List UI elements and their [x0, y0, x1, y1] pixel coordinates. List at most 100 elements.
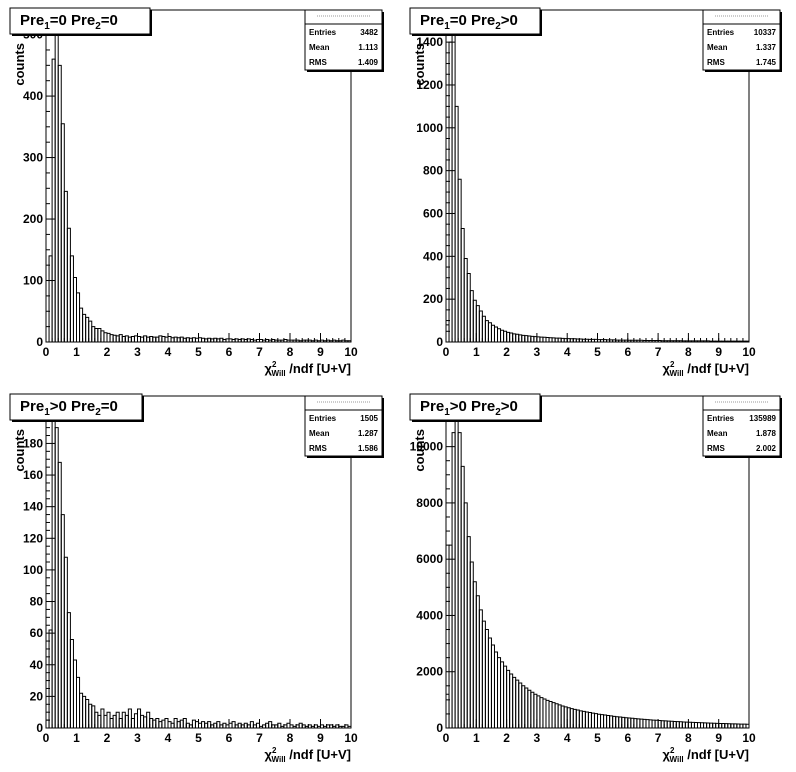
x-tick-label: 2 — [503, 345, 510, 359]
panel-title: Pre1=0 Pre2=0 — [20, 12, 118, 32]
stats-rms-value: 1.409 — [358, 58, 379, 67]
y-tick-label: 200 — [423, 292, 443, 306]
y-tick-label: 1200 — [416, 78, 443, 92]
stats-rms-label: RMS — [309, 444, 327, 453]
stats-rms-label: RMS — [707, 58, 725, 67]
y-tick-label: 0 — [36, 335, 43, 349]
x-tick-label: 0 — [443, 345, 450, 359]
x-tick-label: 0 — [43, 345, 50, 359]
y-axis-title: counts — [12, 429, 27, 472]
stats-mean-value: 1.337 — [756, 43, 777, 52]
x-axis-title: χ2 Will /ndf [U+V] — [663, 746, 749, 764]
histogram-panel-3: 012345678910020406080100120140160180200c… — [9, 393, 384, 764]
stats-entries-label: Entries — [707, 414, 735, 423]
x-tick-label: 3 — [534, 345, 541, 359]
y-tick-label: 180 — [23, 436, 43, 450]
x-axis-title: χ2 Will /ndf [U+V] — [265, 360, 351, 378]
plot-frame — [445, 9, 750, 343]
stats-rms-value: 2.002 — [756, 444, 777, 453]
y-tick-label: 0 — [436, 335, 443, 349]
x-tick-label: 1 — [73, 731, 80, 745]
panel-title: Pre1>0 Pre2=0 — [20, 398, 118, 418]
stats-rms-value: 1.745 — [756, 58, 777, 67]
y-tick-label: 800 — [423, 164, 443, 178]
x-tick-label: 3 — [534, 731, 541, 745]
x-tick-label: 6 — [624, 731, 631, 745]
stats-mean-value: 1.878 — [756, 429, 777, 438]
y-tick-label: 10000 — [410, 440, 444, 454]
y-tick-label: 0 — [436, 721, 443, 735]
panel-title: Pre1>0 Pre2>0 — [420, 398, 518, 418]
x-tick-label: 5 — [195, 731, 202, 745]
y-tick-label: 400 — [23, 89, 43, 103]
y-tick-label: 100 — [23, 274, 43, 288]
stats-mean-label: Mean — [707, 429, 728, 438]
y-tick-label: 1000 — [416, 121, 443, 135]
y-tick-label: 8000 — [416, 496, 443, 510]
y-tick-label: 4000 — [416, 608, 443, 622]
x-tick-label: 7 — [256, 731, 263, 745]
x-tick-label: 6 — [226, 345, 233, 359]
x-tick-label: 4 — [564, 345, 571, 359]
y-axis-title: counts — [412, 43, 427, 86]
stats-rms-label: RMS — [707, 444, 725, 453]
x-tick-label: 3 — [134, 731, 141, 745]
stats-entries-label: Entries — [707, 28, 735, 37]
title-box — [9, 393, 143, 421]
stats-rms-value: 1.586 — [358, 444, 379, 453]
x-tick-label: 10 — [742, 345, 756, 359]
x-tick-label: 9 — [715, 345, 722, 359]
x-tick-label: 0 — [43, 731, 50, 745]
x-tick-label: 2 — [503, 731, 510, 745]
x-tick-label: 10 — [742, 731, 756, 745]
x-tick-label: 7 — [655, 345, 662, 359]
x-tick-label: 8 — [287, 731, 294, 745]
x-tick-label: 4 — [165, 345, 172, 359]
x-tick-label: 10 — [344, 731, 358, 745]
title-box — [9, 7, 151, 35]
y-tick-label: 400 — [423, 249, 443, 263]
y-tick-label: 40 — [30, 658, 44, 672]
y-tick-label: 20 — [30, 689, 44, 703]
x-tick-label: 2 — [104, 731, 111, 745]
stats-entries-value: 10337 — [754, 28, 777, 37]
stats-entries-label: Entries — [309, 28, 337, 37]
histogram-panel-1: 0123456789100100200300400500countsχ2Will… — [9, 7, 384, 378]
stats-entries-label: Entries — [309, 414, 337, 423]
x-tick-label: 9 — [317, 345, 324, 359]
y-tick-label: 300 — [23, 151, 43, 165]
panel-title: Pre1=0 Pre2>0 — [420, 12, 518, 32]
stats-mean-value: 1.113 — [358, 43, 378, 52]
stats-mean-label: Mean — [309, 429, 330, 438]
histogram-panel-4: 0 1 2 3 4 5 6 7 8 9 10 0 2000 4000 6000 8000 10000counts… — [409, 393, 782, 764]
x-tick-label: 1 — [73, 345, 80, 359]
title-box — [409, 7, 541, 35]
x-tick-label: 7 — [256, 345, 263, 359]
x-tick-label: 3 — [134, 345, 141, 359]
stats-entries-value: 1505 — [360, 414, 378, 423]
x-axis-title: χ2 Will /ndf [U+V] — [663, 360, 749, 378]
x-tick-label: 7 — [655, 731, 662, 745]
x-tick-label: 10 — [344, 345, 358, 359]
stats-box — [304, 395, 383, 457]
stats-mean-label: Mean — [309, 43, 330, 52]
y-axis-title: counts — [412, 429, 427, 472]
x-tick-label: 6 — [226, 731, 233, 745]
x-tick-label: 8 — [287, 345, 294, 359]
x-tick-label: 9 — [715, 731, 722, 745]
x-tick-label: 9 — [317, 731, 324, 745]
plot-frame — [445, 395, 750, 729]
x-tick-label: 6 — [624, 345, 631, 359]
y-tick-label: 2000 — [416, 665, 443, 679]
x-tick-label: 8 — [685, 731, 692, 745]
x-tick-label: 0 — [443, 731, 450, 745]
x-tick-label: 4 — [165, 731, 172, 745]
y-tick-label: 200 — [23, 212, 43, 226]
x-tick-label: 5 — [594, 345, 601, 359]
stats-box — [702, 9, 781, 71]
plot-frame — [45, 9, 352, 343]
stats-rms-label: RMS — [309, 58, 327, 67]
x-tick-label: 2 — [104, 345, 111, 359]
x-tick-label: 5 — [594, 731, 601, 745]
